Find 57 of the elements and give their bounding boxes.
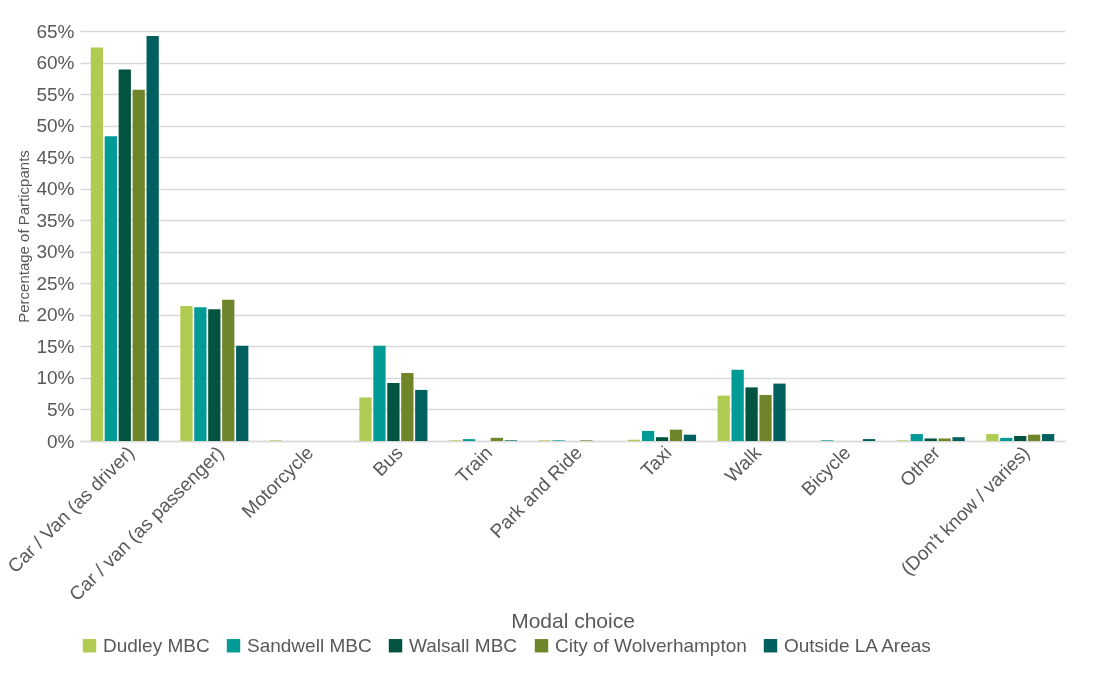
bar [359,397,372,441]
y-tick-label: 40% [36,178,75,200]
bar [731,369,744,441]
bar [90,47,104,441]
bar [717,395,730,441]
bar [1000,437,1013,441]
y-tick-label: 65% [36,20,75,42]
y-tick-label: 20% [36,304,75,326]
bar [373,345,386,441]
bar [180,306,193,441]
y-tick-label: 50% [36,115,75,137]
bar [118,69,131,441]
bar [986,434,999,441]
bar [194,307,207,441]
y-tick-label: 15% [36,335,75,357]
bar [146,36,159,441]
y-tick-label: 45% [36,146,75,168]
bar [952,437,965,441]
bar [1014,435,1027,441]
bar [222,299,235,441]
legend-label: Dudley MBC [103,634,210,656]
legend-label: Sandwell MBC [247,634,372,656]
legend-label: Outside LA Areas [784,634,931,656]
y-tick-label: 30% [36,241,75,263]
bar [208,309,221,441]
legend-label: City of Wolverhampton [555,634,747,656]
x-tick-label: Taxi [636,442,676,481]
bar [1028,434,1041,441]
y-tick-label: 25% [36,272,75,294]
bar [669,429,683,441]
bar [1041,434,1055,441]
bar [401,372,414,441]
x-tick-label: Bus [368,442,407,481]
bar [910,434,923,441]
y-tick-label: 0% [47,430,75,452]
bar [924,438,937,441]
legend-label: Walsall MBC [409,634,518,656]
y-tick-label: 35% [36,209,75,231]
y-tick-label: 60% [36,52,75,74]
x-axis-title: Modal choice [511,608,635,632]
y-tick-label: 55% [36,83,75,105]
bar [641,430,655,441]
bar [773,383,786,441]
bar [415,389,428,441]
bar [387,382,400,441]
y-tick-label: 10% [36,367,75,389]
y-axis-title: Percentage of Particpants [15,150,33,323]
bar [236,345,249,441]
y-tick-label: 5% [47,398,75,420]
bar [759,394,772,441]
bar [104,136,117,441]
bar [655,437,669,441]
bar [683,434,697,441]
bar [132,89,145,441]
bar [938,438,951,441]
bar [490,437,504,441]
bar [745,387,758,441]
